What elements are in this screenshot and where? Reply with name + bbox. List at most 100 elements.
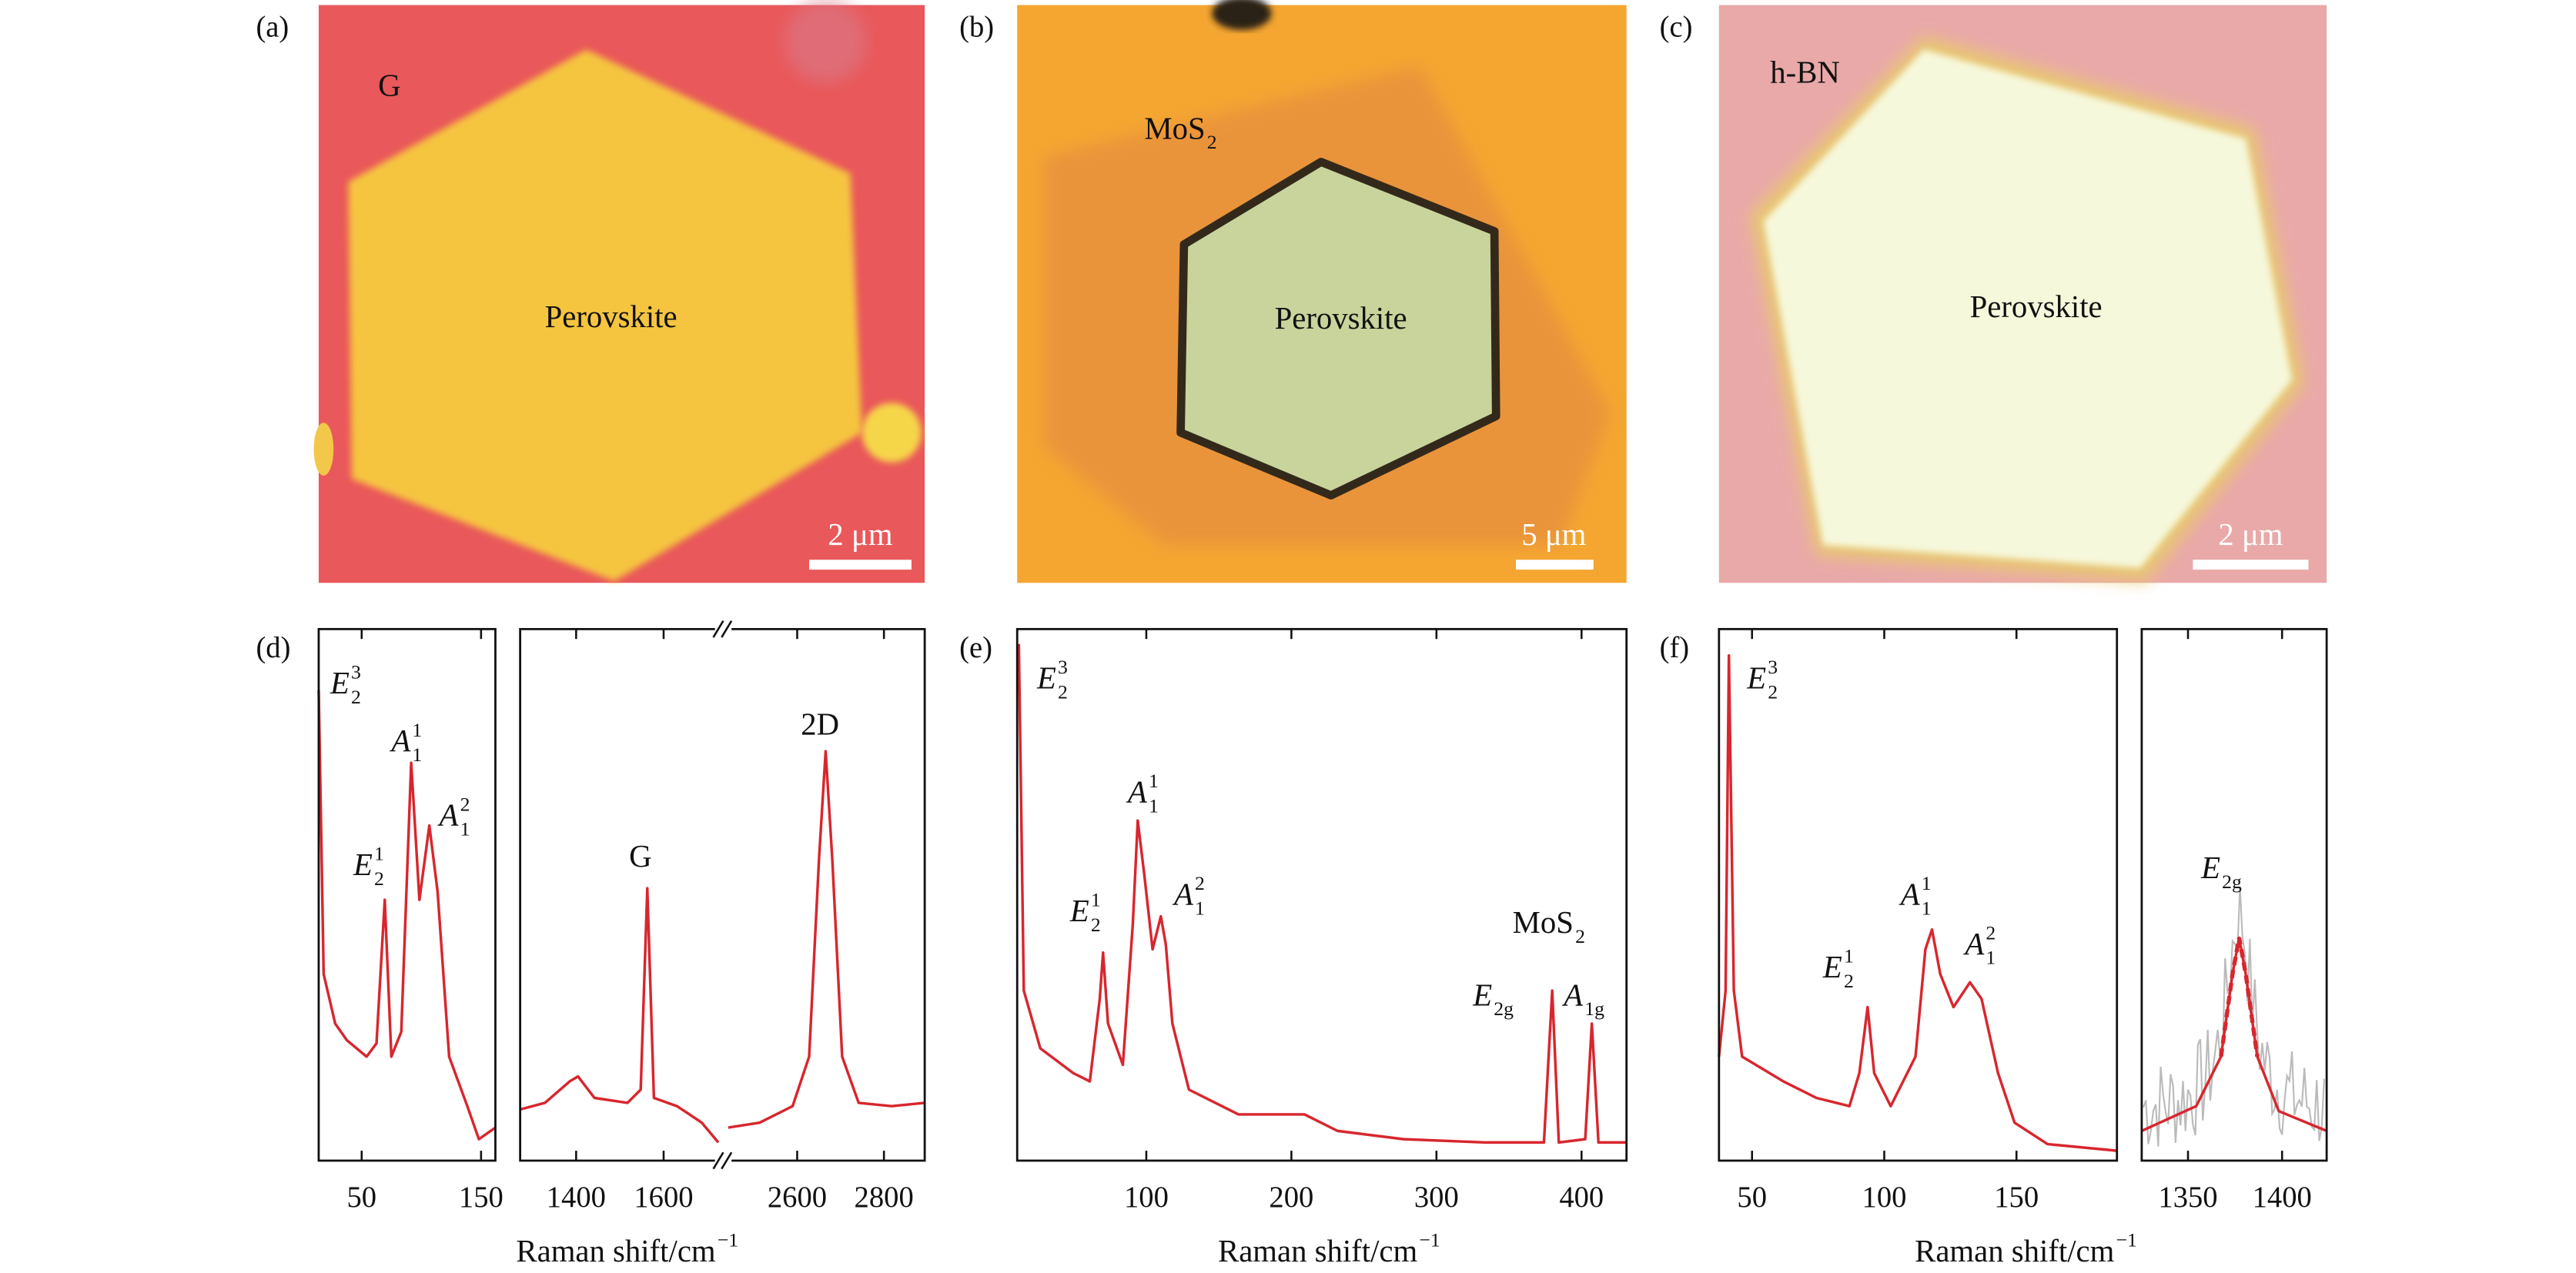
panel-letter: (c) [1660,11,1693,43]
label: E [1822,950,1842,984]
axis-break [714,619,732,640]
superscript: 1 [1844,945,1854,967]
subscript: 1 [412,743,422,766]
x-tick-label: 50 [1737,1181,1767,1214]
x-tick-label: 100 [1124,1181,1169,1214]
raw-spectrum [2143,886,2325,1147]
label: E [330,666,350,700]
label: E [1069,894,1089,928]
label: A [1962,927,1985,961]
subscript: 2 [351,686,361,708]
label: A [1561,977,1584,1012]
subscript: 1 [1922,897,1932,919]
label: G [629,839,651,874]
micrograph-b [1017,0,1627,583]
label: Raman shift/cm [1915,1234,2114,1268]
superscript: 1 [1091,889,1101,911]
label: Raman shift/cm [1218,1234,1417,1268]
spectrum [1017,643,1627,1144]
x-tick-label: 400 [1559,1181,1604,1214]
label: A [437,798,460,833]
scale-bar-label: 2 μm [828,517,892,552]
scale-bar-label: 2 μm [2218,517,2283,552]
fit-dashed [2219,937,2260,1057]
label: Raman shift/cm [516,1234,715,1268]
subscript: 1 [1195,897,1205,919]
subscript: 2 [374,867,384,890]
superscript: 1 [374,843,384,865]
subscript: 2g [2222,870,2242,893]
material-label: h-BN [1770,55,1840,89]
label: E [2200,850,2220,885]
scale-bar [2193,560,2309,570]
label: MoS [1144,111,1205,145]
label: A [389,723,411,758]
plot-frame [1718,627,2119,1162]
label: E [1036,661,1056,696]
superscript: 3 [1768,656,1778,678]
spectrum [728,750,925,1129]
x-tick-label: 300 [1414,1181,1459,1214]
panel-letter: (f) [1660,632,1690,664]
superscript: 1 [1149,770,1159,792]
subscript: 2 [1768,680,1778,703]
superscript: 1 [1922,872,1932,894]
x-tick-label: 2600 [768,1181,827,1214]
label: E [1472,977,1492,1012]
x-tick-label: 150 [1994,1181,2039,1214]
subscript: 2 [1844,970,1854,992]
x-tick-label: 1350 [2158,1181,2217,1214]
superscript: 3 [351,661,361,683]
scale-bar [1515,560,1594,570]
superscript: −1 [2116,1229,2136,1251]
label: MoS [1513,905,1574,940]
x-tick-label: 1400 [547,1181,606,1214]
plot-frame [2140,627,2328,1162]
x-tick-label: 100 [1862,1181,1907,1214]
superscript: 2 [460,793,470,815]
superscript: 1 [412,719,422,741]
sample-label: Perovskite [545,299,677,334]
panel-letter: (b) [959,11,994,43]
label: A [1172,877,1194,912]
micrograph-a [313,0,925,583]
label: 2D [801,707,839,742]
subscript: 1 [1986,947,1996,969]
subscript: 2 [1058,680,1068,703]
subscript: 2 [1091,914,1101,936]
panel-letter: (e) [959,632,992,664]
material-label: G [378,68,400,103]
axis-break-mark [712,620,733,1170]
x-tick-label: 1600 [634,1181,693,1214]
superscript: −1 [1419,1229,1440,1251]
x-tick-label: 1400 [2253,1181,2312,1214]
panel-letter: (a) [256,11,289,43]
superscript: 3 [1058,656,1068,678]
subscript: 2g [1494,997,1514,1020]
superscript: 2 [1195,872,1205,894]
micrograph-c [1718,5,2327,583]
spectra-curves [317,643,2327,1152]
label: E [353,847,373,882]
spectrum [520,887,720,1144]
plot-frame [317,627,497,1162]
label: A [1126,775,1148,810]
subscript: 1 [460,817,470,840]
x-tick-label: 50 [346,1181,376,1214]
x-tick-label: 150 [459,1181,503,1214]
sample-label: Perovskite [1275,301,1407,336]
plot-frame [519,627,926,1162]
axis-break [714,1151,732,1171]
subscript: 2 [1207,131,1217,153]
sample-label: Perovskite [1970,289,2103,324]
superscript: −1 [718,1229,738,1251]
label: A [1899,877,1921,912]
subscript: 1g [1584,997,1604,1020]
x-tick-label: 200 [1269,1181,1313,1214]
superscript: 2 [1986,922,1996,944]
scale-bar-label: 5 μm [1521,517,1586,552]
x-tick-label: 2800 [855,1181,914,1214]
subscript: 2 [1575,925,1585,947]
